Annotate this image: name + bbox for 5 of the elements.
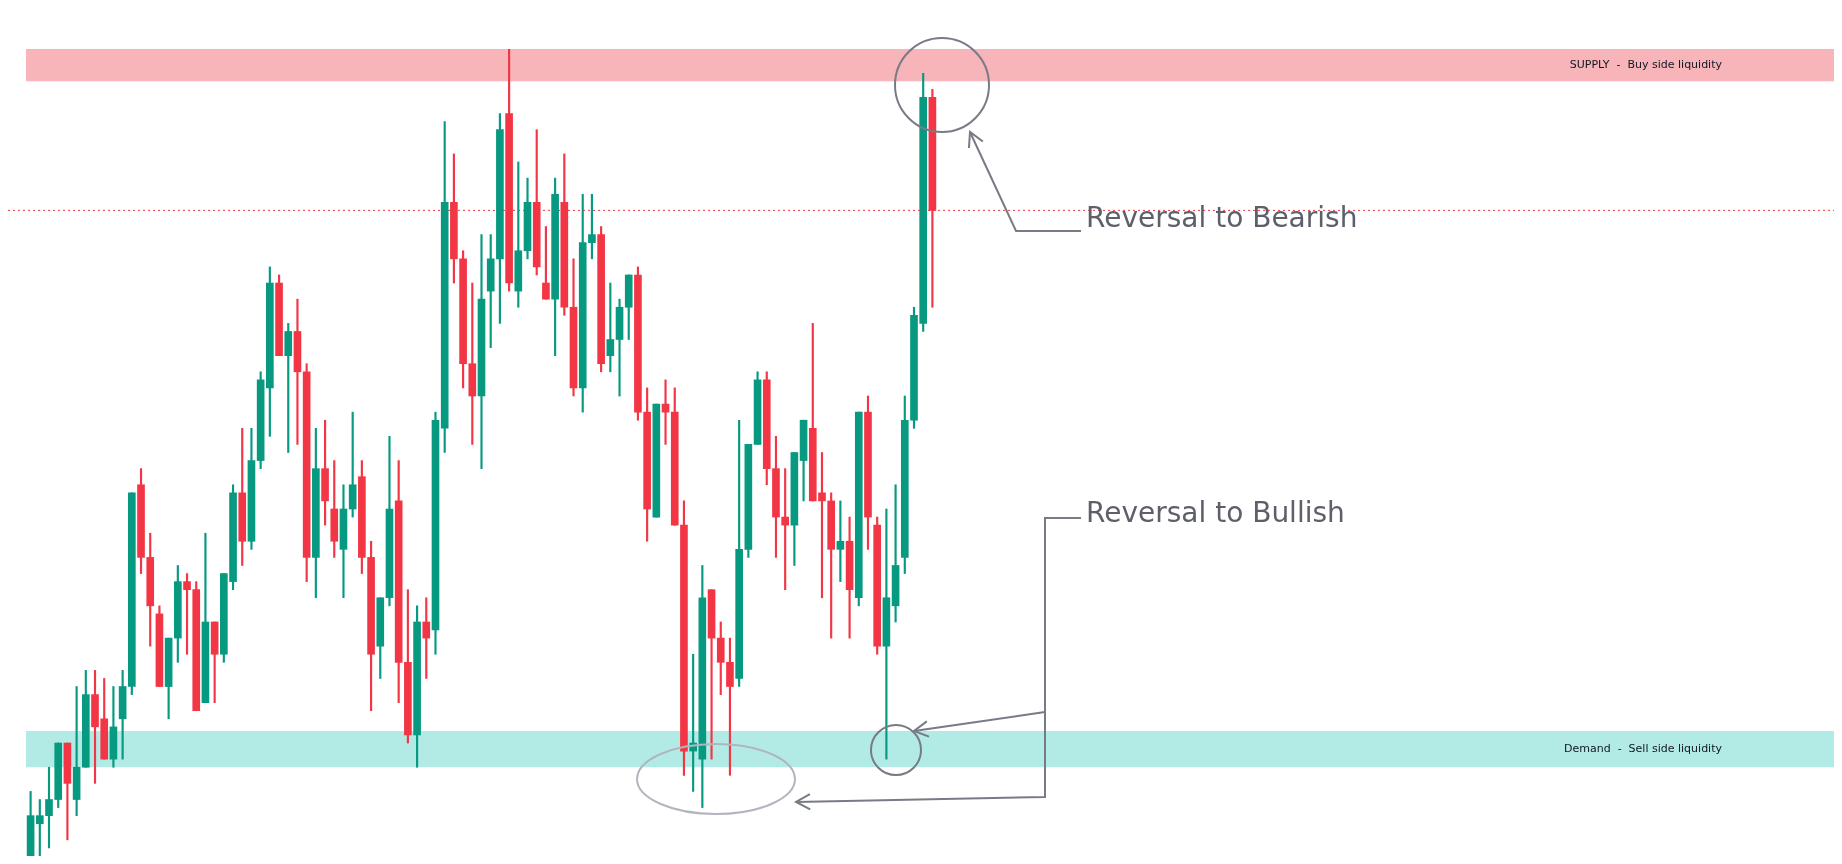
band-label: SUPPLY - Buy side liquidity xyxy=(1569,58,1723,71)
candlestick xyxy=(652,403,661,518)
text: Reversal to Bearish xyxy=(1086,201,1358,235)
band-label: Demand - Sell side liquidity xyxy=(1564,741,1723,755)
text: Reversal to Bullish xyxy=(1086,496,1345,530)
